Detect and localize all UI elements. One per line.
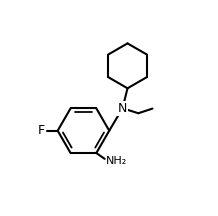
Text: F: F [37, 124, 44, 137]
Text: N: N [118, 102, 127, 115]
Text: NH₂: NH₂ [106, 156, 127, 165]
